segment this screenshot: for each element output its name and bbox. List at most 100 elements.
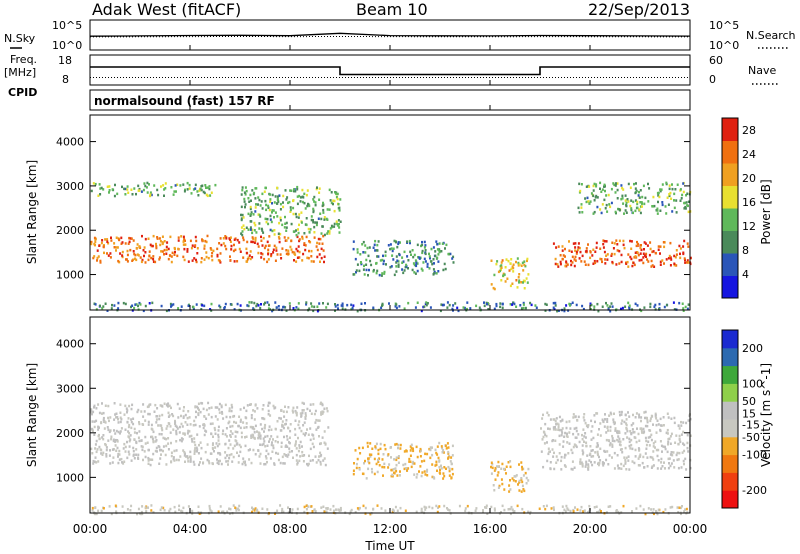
heatmap-cell [281,510,283,513]
heatmap-cell [642,427,645,431]
heatmap-cell [311,510,314,513]
heatmap-cell [395,306,398,310]
heatmap-cell [96,259,98,262]
heatmap-cell [590,430,593,433]
heatmap-cell [266,460,268,464]
heatmap-cell [114,432,117,435]
heatmap-cell [444,247,446,250]
heatmap-cell [687,303,690,306]
heatmap-cell [117,461,120,465]
heatmap-cell [236,451,238,454]
heatmap-cell [645,439,648,443]
heatmap-cell [680,466,683,469]
heatmap-cell [160,250,163,253]
heatmap-cell [161,428,164,432]
heatmap-cell [187,429,190,433]
heatmap-cell [148,448,150,452]
heatmap-cell [316,309,319,313]
heatmap-cell [160,427,163,430]
heatmap-cell [341,302,344,305]
heatmap-cell [649,247,652,251]
heatmap-cell [257,203,259,206]
heatmap-cell [187,505,190,508]
heatmap-cell [217,429,220,432]
heatmap-cell [182,409,185,413]
heatmap-cell [395,458,398,462]
heatmap-cell [636,200,639,204]
heatmap-cell [382,262,385,266]
heatmap-cell [651,250,654,254]
heatmap-cell [394,467,397,470]
heatmap-cell [140,410,143,413]
heatmap-cell [289,189,292,192]
heatmap-cell [109,256,112,259]
heatmap-cell [220,404,223,407]
heatmap-cell [352,472,355,476]
heatmap-cell [233,260,236,263]
heatmap-cell [131,259,134,262]
heatmap-cell [204,184,207,187]
heatmap-cell [397,263,400,266]
heatmap-cell [464,507,467,510]
heatmap-cell [99,304,101,308]
heatmap-cell [429,306,432,309]
heatmap-cell [287,201,289,205]
heatmap-cell [500,279,503,282]
heatmap-cell [652,445,655,448]
heatmap-cell [621,451,624,454]
heatmap-cell [596,450,599,454]
heatmap-cell [669,435,672,438]
colorbar-swatch [722,230,738,254]
heatmap-cell [116,446,119,450]
heatmap-cell [135,303,138,306]
heatmap-cell [350,508,353,512]
heatmap-cell [178,407,181,410]
heatmap-cell [410,446,413,450]
heatmap-cell [604,262,607,265]
heatmap-cell [603,250,606,254]
heatmap-cell [180,305,183,308]
heatmap-cell [676,451,679,455]
heatmap-cell [179,455,182,458]
heatmap-cell [682,459,685,463]
heatmap-cell [250,211,253,214]
heatmap-cell [625,418,628,421]
heatmap-cell [625,456,628,460]
heatmap-cell [165,309,168,313]
heatmap-cell [594,261,597,265]
heatmap-cell [442,449,445,452]
heatmap-cell [260,303,262,306]
heatmap-cell [423,240,426,244]
heatmap-cell [376,243,379,247]
heatmap-cell [381,465,384,469]
heatmap-cell [557,428,560,431]
heatmap-cell [573,466,576,469]
heatmap-cell [281,507,284,511]
heatmap-cell [124,242,127,245]
heatmap-cell [299,440,302,444]
heatmap-cell [414,272,417,275]
heatmap-cell [648,444,651,447]
heatmap-cell [297,307,300,311]
heatmap-cell [251,228,254,232]
heatmap-cell [217,459,220,463]
heatmap-cell [574,506,576,509]
heatmap-cell [156,407,159,410]
heatmap-cell [684,305,687,309]
heatmap-cell [123,460,126,463]
heatmap-cell [554,428,557,431]
heatmap-cell [650,414,653,418]
heatmap-cell [629,204,632,208]
heatmap-cell [263,303,266,306]
heatmap-cell [190,434,193,438]
heatmap-cell [675,249,678,252]
heatmap-cell [308,240,311,243]
heatmap-cell [686,242,689,245]
heatmap-cell [137,408,140,412]
heatmap-cell [605,511,608,514]
heatmap-cell [673,206,676,210]
heatmap-cell [184,421,187,424]
heatmap-cell [381,302,384,306]
heatmap-cell [684,207,687,210]
heatmap-cell [416,269,419,273]
